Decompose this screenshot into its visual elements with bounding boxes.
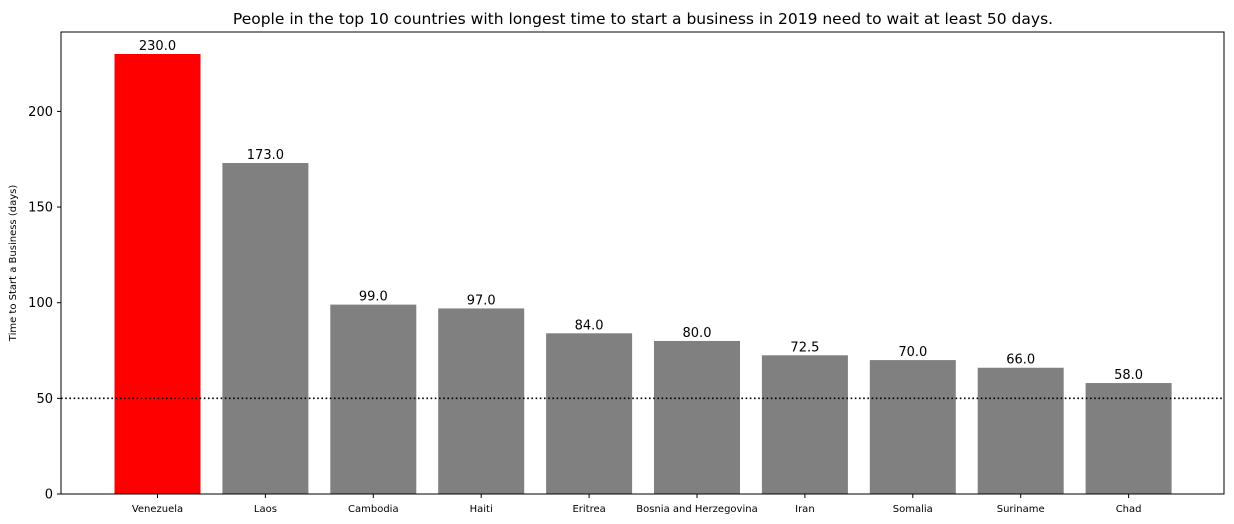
- axes-frame: [60, 31, 1225, 495]
- x-tick-label: Somalia: [893, 504, 933, 515]
- y-tick-label: 200: [28, 105, 53, 120]
- x-tick-label: Suriname: [997, 504, 1045, 515]
- x-tick-label: Chad: [1116, 504, 1142, 515]
- bar: [1085, 383, 1172, 494]
- bar: [654, 340, 740, 494]
- y-tick-label: 150: [28, 201, 53, 216]
- bar: [761, 355, 848, 494]
- x-tick-label: Bosnia and Herzegovina: [636, 504, 757, 515]
- bar: [330, 304, 417, 494]
- y-axis-label: Time to Start a Business (days): [8, 185, 19, 343]
- x-tick-label: Haiti: [470, 504, 493, 515]
- bar-value-label: 70.0: [898, 345, 927, 360]
- bar-value-label: 84.0: [575, 318, 604, 333]
- bar-value-label: 58.0: [1114, 368, 1143, 383]
- y-tick-label: 100: [28, 296, 53, 311]
- y-tick-label: 50: [36, 392, 53, 407]
- bar: [546, 333, 633, 494]
- bar: [222, 163, 309, 495]
- y-tick-label: 0: [45, 488, 53, 503]
- x-tick-label: Laos: [254, 504, 277, 515]
- chart-title: People in the top 10 countries with long…: [233, 10, 1053, 28]
- bar-value-label: 72.5: [790, 340, 819, 355]
- bar-value-label: 66.0: [1006, 353, 1035, 368]
- bar: [114, 54, 201, 494]
- bar-value-label: 99.0: [359, 290, 388, 305]
- x-tick-label: Cambodia: [348, 504, 399, 515]
- bar: [438, 308, 525, 494]
- plot-area: 230.0 173.0 99.0 97.0 84.0 80.0 72.5 70.0 66.0 58…: [61, 39, 1224, 495]
- bar-value-label: 80.0: [683, 326, 712, 341]
- bar-value-label: 97.0: [467, 293, 496, 308]
- bar: [977, 367, 1064, 494]
- x-tick-label: Eritrea: [572, 504, 605, 515]
- bar: [869, 360, 956, 494]
- x-tick-label: Venezuela: [132, 504, 183, 515]
- bar-value-label: 230.0: [139, 39, 176, 54]
- bar-value-label: 173.0: [247, 148, 284, 163]
- x-tick-label: Iran: [795, 504, 815, 515]
